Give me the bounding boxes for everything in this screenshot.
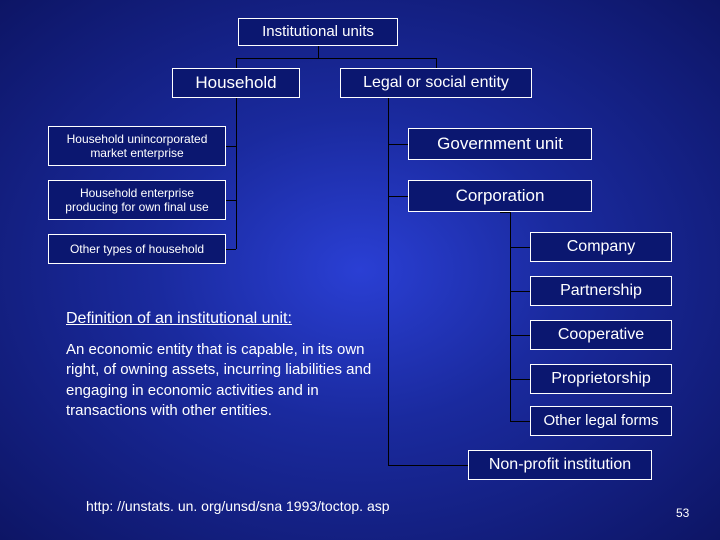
connector-line	[510, 247, 530, 248]
connector-line	[510, 379, 530, 380]
node-root: Institutional units	[238, 18, 398, 46]
node-hh_own: Household enterprise producing for own f…	[48, 180, 226, 220]
definition-title: Definition of an institutional unit:	[66, 310, 292, 328]
node-nonprofit: Non-profit institution	[468, 450, 652, 480]
connector-line	[388, 144, 408, 145]
connector-line	[236, 98, 237, 249]
connector-line	[226, 249, 236, 250]
slide-number: 53	[676, 506, 689, 520]
node-corp: Corporation	[408, 180, 592, 212]
connector-line	[510, 421, 530, 422]
node-household: Household	[172, 68, 300, 98]
connector-line	[236, 58, 436, 59]
connector-line	[388, 465, 468, 466]
connector-line	[388, 196, 408, 197]
connector-line	[388, 98, 389, 465]
node-company: Company	[530, 232, 672, 262]
node-proprietor: Proprietorship	[530, 364, 672, 394]
node-gov: Government unit	[408, 128, 592, 160]
connector-line	[500, 212, 510, 213]
connector-line	[510, 335, 530, 336]
footer-url: http: //unstats. un. org/unsd/sna 1993/t…	[86, 498, 390, 514]
node-other_legal: Other legal forms	[530, 406, 672, 436]
connector-line	[236, 58, 237, 68]
definition-body: An economic entity that is capable, in i…	[66, 340, 374, 421]
node-cooperative: Cooperative	[530, 320, 672, 350]
node-hh_other: Other types of household	[48, 234, 226, 264]
connector-line	[226, 146, 236, 147]
connector-line	[436, 58, 437, 68]
node-hh_unincorp: Household unincorporated market enterpri…	[48, 126, 226, 166]
connector-line	[510, 291, 530, 292]
node-legal: Legal or social entity	[340, 68, 532, 98]
node-partnership: Partnership	[530, 276, 672, 306]
connector-line	[510, 212, 511, 421]
connector-line	[226, 200, 236, 201]
connector-line	[318, 46, 319, 58]
